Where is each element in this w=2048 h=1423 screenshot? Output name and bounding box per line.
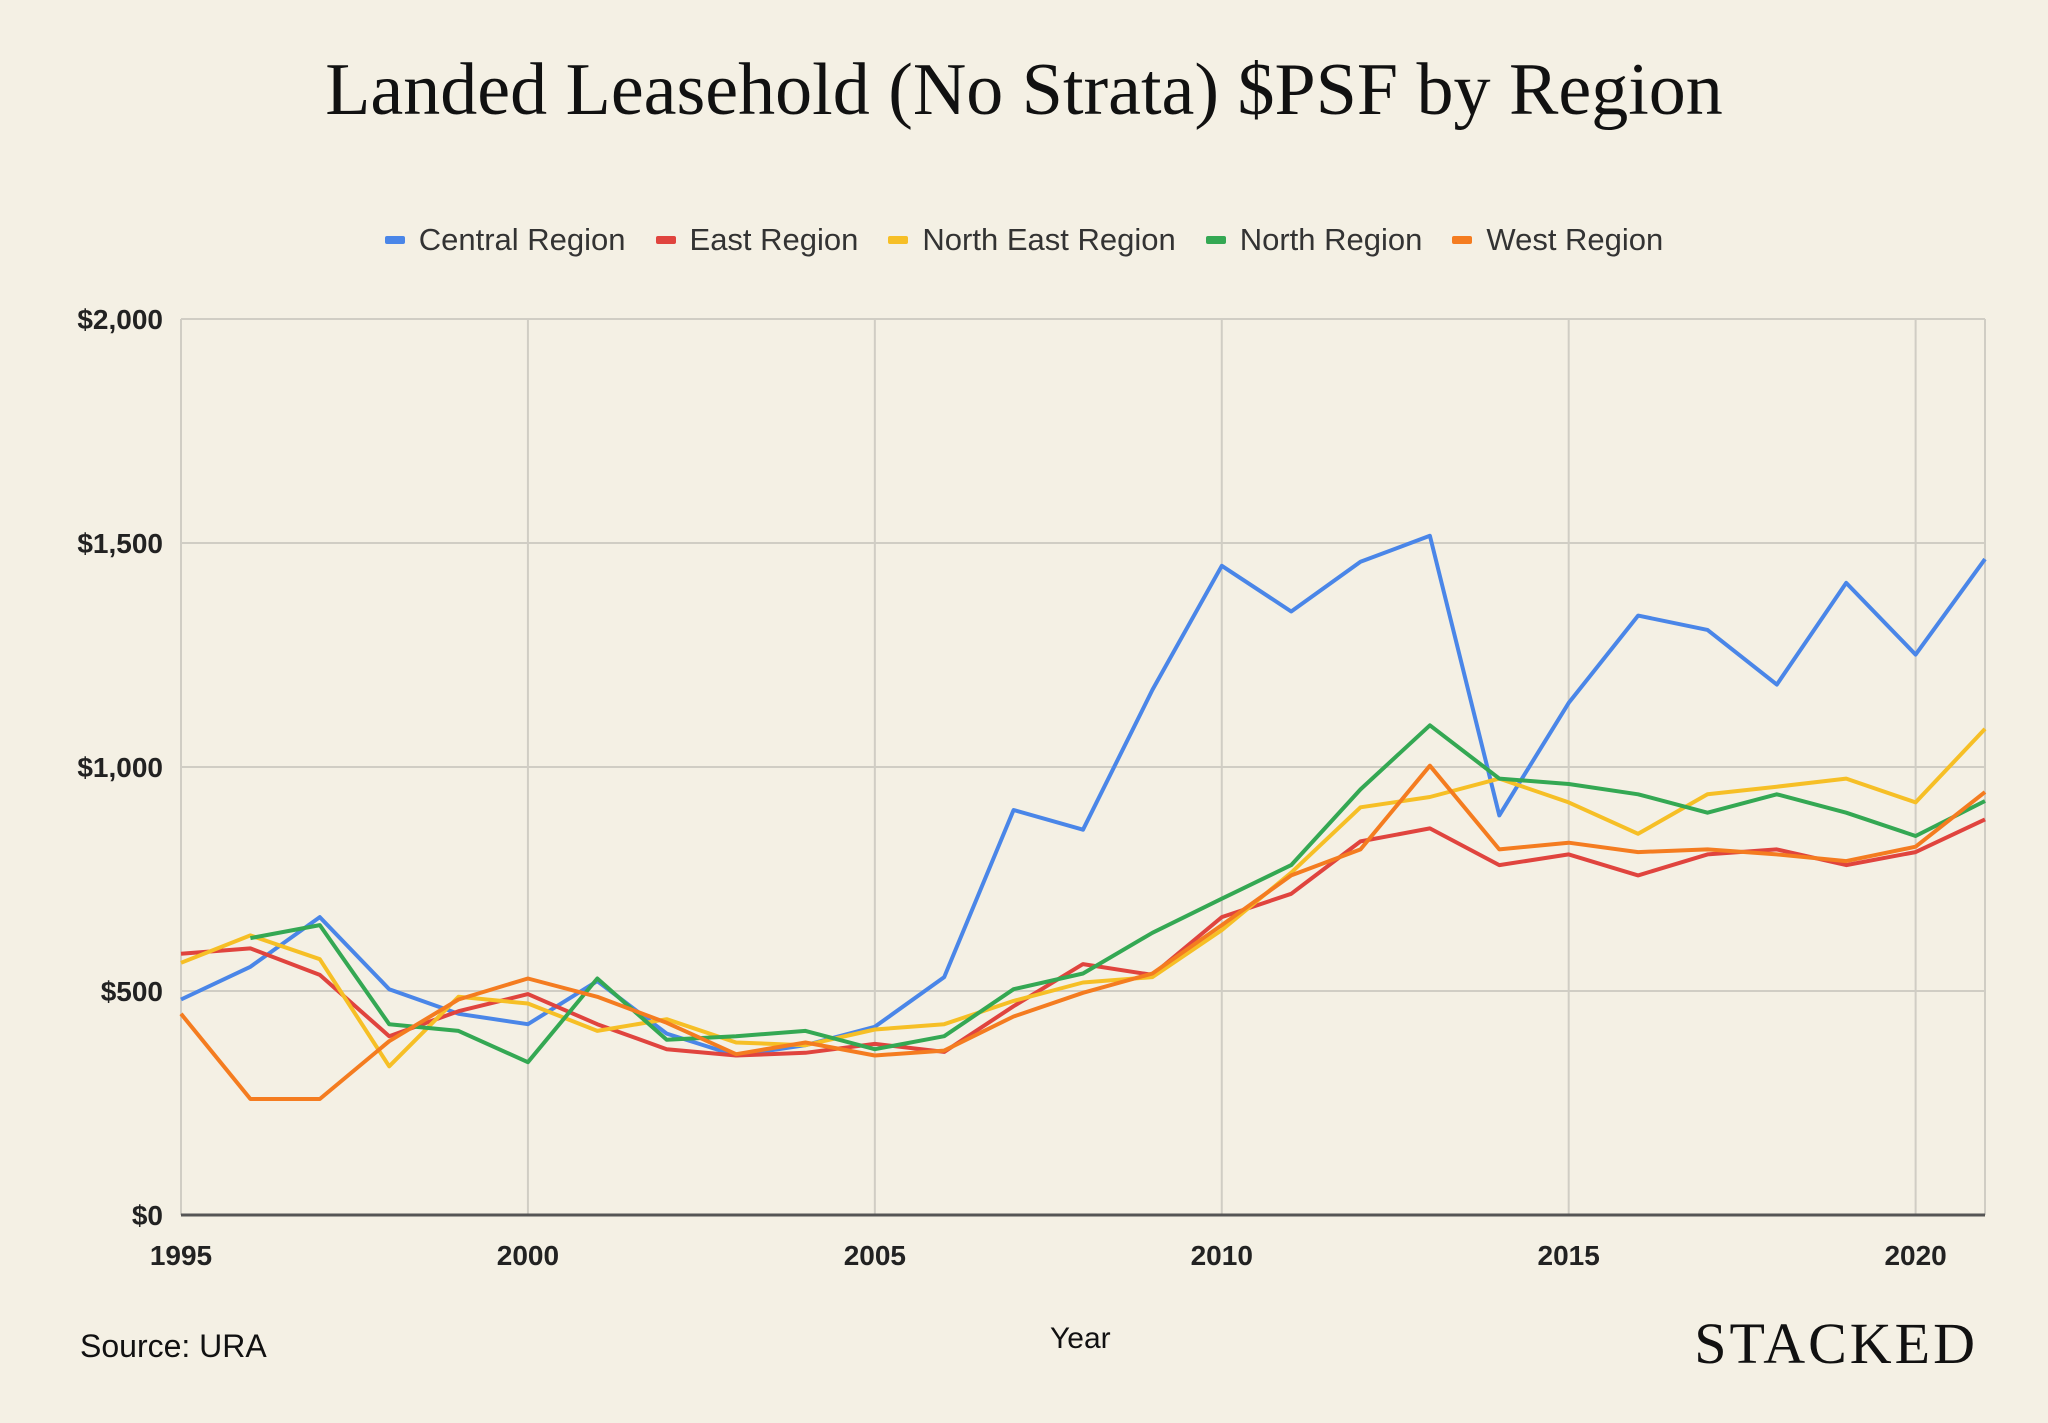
x-tick-label: 2010 (1191, 1240, 1253, 1271)
series-line-east-region (180, 817, 1986, 1058)
legend-item-central: Central Region (384, 222, 626, 258)
y-tick-label: $2,000 (77, 304, 163, 335)
brand-logo: STACKED (1694, 1311, 1978, 1376)
legend-swatch-west (1452, 236, 1473, 244)
legend-label-north: North Region (1239, 222, 1423, 257)
x-tick-label: 1995 (150, 1240, 212, 1271)
legend-item-north-east: North East Region (888, 222, 1176, 258)
legend-item-east: East Region (655, 222, 859, 258)
legend-label-central: Central Region (418, 222, 626, 257)
legend-item-north: North Region (1205, 222, 1423, 258)
legend: Central Region East Region North East Re… (0, 222, 2048, 258)
x-axis-label: Year (1050, 1322, 1111, 1355)
x-tick-label: 2015 (1538, 1240, 1600, 1271)
x-tick-label: 2005 (844, 1240, 906, 1271)
legend-label-north-east: North East Region (922, 222, 1176, 257)
legend-label-west: West Region (1486, 222, 1664, 257)
legend-swatch-east (655, 236, 676, 244)
legend-label-east: East Region (689, 222, 859, 257)
y-tick-label: $1,500 (77, 528, 163, 559)
legend-swatch-north-east (888, 236, 909, 244)
y-tick-label: $0 (132, 1200, 163, 1231)
legend-swatch-central (384, 236, 405, 244)
x-tick-label: 2020 (1884, 1240, 1946, 1271)
x-tick-label: 2000 (497, 1240, 559, 1271)
source-note: Source: URA (80, 1328, 267, 1364)
series-line-central-region (180, 533, 1987, 1058)
series-line-west-region (179, 763, 1987, 1101)
legend-item-west: West Region (1452, 222, 1663, 258)
y-tick-label: $500 (101, 976, 163, 1007)
legend-swatch-north (1205, 236, 1226, 244)
chart-title: Landed Leasehold (No Strata) $PSF by Reg… (325, 49, 1723, 131)
y-tick-label: $1,000 (77, 752, 163, 783)
series-line-north-region (250, 723, 1986, 1065)
